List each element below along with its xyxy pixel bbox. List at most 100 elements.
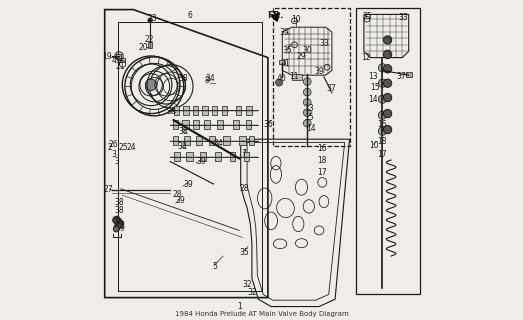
Text: 35: 35	[280, 28, 289, 36]
Bar	[279, 60, 285, 64]
Text: 24: 24	[126, 143, 136, 152]
Text: 3: 3	[114, 157, 119, 166]
Text: 31: 31	[281, 59, 290, 68]
Circle shape	[113, 225, 120, 231]
Text: 20: 20	[139, 43, 149, 52]
Circle shape	[383, 125, 392, 134]
FancyBboxPatch shape	[223, 136, 230, 145]
Text: 25: 25	[118, 143, 128, 152]
FancyBboxPatch shape	[239, 136, 245, 145]
Text: 16: 16	[317, 144, 327, 153]
Bar	[405, 72, 412, 77]
Circle shape	[383, 79, 392, 87]
FancyBboxPatch shape	[202, 106, 208, 115]
Text: 39: 39	[314, 67, 324, 76]
Text: 26: 26	[109, 140, 119, 149]
Text: 14: 14	[306, 124, 316, 133]
Circle shape	[378, 64, 386, 72]
Circle shape	[383, 36, 392, 44]
Text: 10: 10	[291, 15, 301, 24]
Text: 15: 15	[304, 113, 314, 122]
Text: 38: 38	[115, 206, 124, 215]
Text: 38: 38	[178, 74, 188, 83]
Text: 35: 35	[240, 248, 249, 257]
FancyBboxPatch shape	[184, 136, 190, 145]
FancyBboxPatch shape	[212, 106, 218, 115]
FancyBboxPatch shape	[249, 136, 255, 145]
Text: 18: 18	[377, 137, 386, 146]
Text: 33: 33	[319, 39, 329, 48]
FancyBboxPatch shape	[204, 120, 210, 129]
Text: 33: 33	[398, 13, 408, 22]
Text: 17: 17	[317, 168, 327, 177]
FancyBboxPatch shape	[233, 120, 239, 129]
FancyBboxPatch shape	[217, 120, 223, 129]
Text: 5: 5	[213, 262, 218, 271]
Text: 3: 3	[112, 150, 117, 159]
Text: 37: 37	[326, 84, 336, 93]
FancyBboxPatch shape	[209, 136, 215, 145]
FancyBboxPatch shape	[182, 120, 188, 129]
FancyBboxPatch shape	[174, 106, 179, 115]
Circle shape	[383, 65, 392, 73]
Circle shape	[303, 99, 311, 106]
Text: 37: 37	[397, 72, 406, 81]
Circle shape	[303, 109, 311, 116]
Text: 1984 Honda Prelude AT Main Valve Body Diagram: 1984 Honda Prelude AT Main Valve Body Di…	[175, 311, 348, 317]
Text: 18: 18	[317, 156, 327, 165]
FancyBboxPatch shape	[245, 120, 251, 129]
FancyBboxPatch shape	[236, 106, 241, 115]
Text: 27: 27	[103, 185, 113, 194]
Text: 14: 14	[368, 95, 378, 104]
Text: 34: 34	[213, 139, 223, 148]
Text: 30: 30	[302, 46, 312, 55]
Text: 1: 1	[237, 302, 242, 311]
Text: 11: 11	[289, 72, 298, 81]
Text: 39: 39	[197, 157, 206, 166]
Circle shape	[378, 95, 386, 103]
FancyBboxPatch shape	[200, 152, 206, 161]
Text: 39: 39	[184, 180, 194, 188]
FancyBboxPatch shape	[174, 152, 180, 161]
Circle shape	[378, 79, 386, 87]
Circle shape	[378, 127, 386, 135]
Text: 35: 35	[363, 12, 372, 21]
FancyBboxPatch shape	[186, 152, 192, 161]
Circle shape	[383, 109, 392, 118]
Text: 40: 40	[277, 74, 286, 83]
Circle shape	[383, 93, 392, 102]
Bar	[116, 54, 121, 58]
FancyBboxPatch shape	[192, 106, 198, 115]
Circle shape	[118, 220, 124, 227]
Text: 7: 7	[242, 149, 246, 158]
Text: 16: 16	[378, 120, 387, 129]
Text: 32: 32	[242, 280, 252, 289]
Circle shape	[383, 50, 392, 59]
FancyBboxPatch shape	[173, 120, 178, 129]
Text: 22: 22	[144, 35, 154, 44]
Text: 23: 23	[148, 14, 157, 23]
Circle shape	[112, 217, 120, 224]
Text: 9: 9	[120, 224, 125, 233]
Text: 36: 36	[264, 120, 274, 129]
Text: 2: 2	[108, 143, 112, 152]
Text: 28: 28	[173, 190, 183, 199]
Bar	[118, 58, 125, 62]
Circle shape	[117, 221, 123, 228]
Text: 38: 38	[166, 107, 176, 116]
Circle shape	[303, 78, 311, 85]
FancyBboxPatch shape	[173, 136, 178, 145]
FancyBboxPatch shape	[183, 106, 188, 115]
Text: 10: 10	[369, 141, 379, 150]
Text: 38: 38	[177, 142, 187, 151]
Text: 29: 29	[297, 52, 306, 61]
Text: 6: 6	[187, 11, 192, 20]
Circle shape	[145, 79, 157, 91]
FancyBboxPatch shape	[222, 106, 227, 115]
Text: 17: 17	[377, 150, 386, 159]
FancyBboxPatch shape	[246, 106, 252, 115]
FancyBboxPatch shape	[244, 152, 249, 161]
Text: 12: 12	[361, 53, 370, 62]
Text: 13: 13	[368, 72, 378, 81]
Text: 8: 8	[204, 76, 210, 85]
